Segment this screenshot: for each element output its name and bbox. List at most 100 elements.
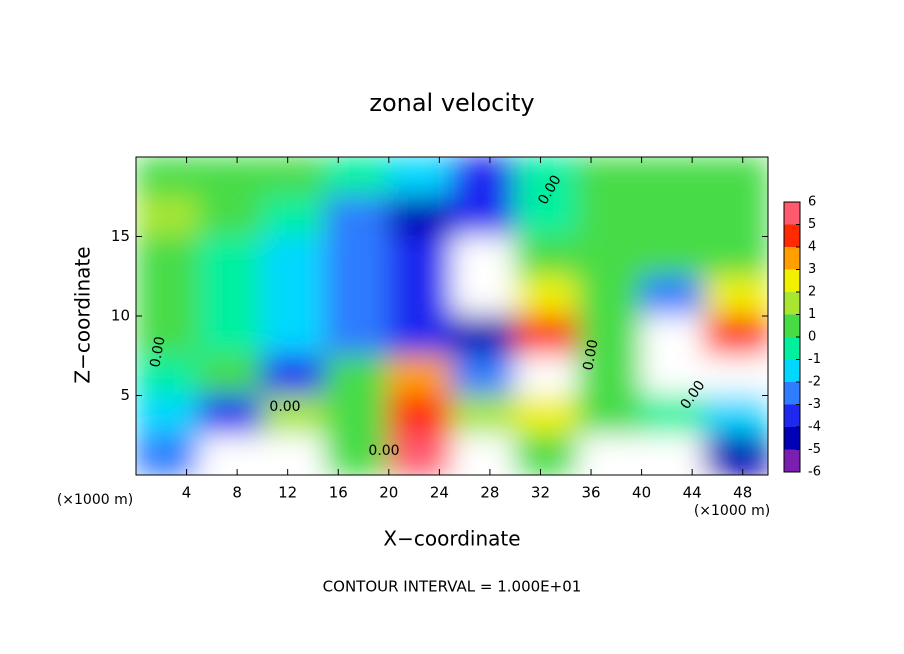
field-cell [198, 195, 264, 238]
field-cell [577, 275, 643, 317]
field [136, 157, 768, 475]
y-tick-label: 5 [120, 386, 130, 404]
colorbar-tick-label: -6 [808, 465, 821, 480]
field-cell [324, 394, 390, 437]
colorbar-tick-label: -1 [808, 352, 821, 367]
y-tick-label: 15 [111, 227, 130, 245]
field-cell [451, 394, 517, 437]
field-cell [640, 195, 706, 238]
field-cell [703, 354, 768, 397]
field-cell [136, 354, 201, 397]
field-cell [261, 235, 327, 278]
field-cell [198, 235, 264, 278]
field-cell [261, 195, 327, 238]
field-cell [198, 157, 264, 198]
field-cell [136, 195, 201, 238]
field-cell [514, 394, 580, 437]
chart-title: zonal velocity [369, 89, 534, 117]
field-cell [703, 434, 768, 475]
footer: CONTOUR INTERVAL = 1.000E+01 [323, 578, 582, 596]
contour-label: 0.00 [368, 443, 399, 459]
colorbar-tick-label: -4 [808, 420, 821, 435]
colorbar-swatch [784, 314, 800, 337]
colorbar-tick-label: 1 [808, 307, 816, 322]
field-cell [514, 354, 580, 397]
contour-label: 0.00 [269, 399, 300, 415]
field-cell [451, 434, 517, 475]
field-cell [640, 275, 706, 317]
colorbar-tick-label: 0 [808, 330, 816, 345]
field-cell [387, 394, 453, 437]
field-cell [577, 157, 643, 198]
field-cell [387, 275, 453, 317]
y-axis-label: Z−coordinate [71, 246, 95, 383]
colorbar-swatch [784, 224, 800, 247]
field-cell [514, 315, 580, 357]
colorbar-tick-label: 3 [808, 262, 816, 277]
field-cell [261, 315, 327, 357]
colorbar-tick-label: -3 [808, 397, 821, 412]
field-cell [136, 275, 201, 317]
field-cell [514, 275, 580, 317]
colorbar-swatch [784, 427, 800, 450]
field-cell [261, 434, 327, 475]
field-cell [703, 235, 768, 278]
field-cell [198, 275, 264, 317]
field-cell [577, 394, 643, 437]
field-cell [640, 315, 706, 357]
field-cell [640, 434, 706, 475]
colorbar-swatch [784, 404, 800, 427]
x-tick-label: 16 [329, 484, 348, 502]
colorbar-swatch [784, 337, 800, 360]
field-cell [514, 157, 580, 198]
x-axis-label: X−coordinate [383, 527, 520, 551]
field-cell [703, 275, 768, 317]
colorbar-swatch [784, 449, 800, 472]
field-cell [577, 195, 643, 238]
field-cell [387, 235, 453, 278]
x-unit-label: (×1000 m) [57, 492, 133, 508]
field-cell [387, 315, 453, 357]
colorbar-swatch [784, 247, 800, 270]
colorbar-swatch [784, 382, 800, 405]
field-cell [136, 434, 201, 475]
field-cell [577, 315, 643, 357]
field-cell [198, 394, 264, 437]
field-cell [451, 315, 517, 357]
field-cell [136, 315, 201, 357]
field-cell [324, 354, 390, 397]
field-cell [261, 394, 327, 437]
field-cell [198, 354, 264, 397]
field-cell [261, 157, 327, 198]
x-tick-label: 44 [683, 484, 702, 502]
colorbar-tick-label: 6 [808, 195, 816, 210]
field-cell [640, 354, 706, 397]
field-cell [261, 354, 327, 397]
x-unit-label: (×1000 m) [694, 503, 770, 519]
field-cell [577, 434, 643, 475]
colorbar-tick-label: 2 [808, 285, 816, 300]
colorbar-swatch [784, 359, 800, 382]
field-cell [451, 195, 517, 238]
field-cell [324, 195, 390, 238]
field-cell [387, 354, 453, 397]
field-cell [577, 235, 643, 278]
field-cell [451, 354, 517, 397]
field-cell [577, 354, 643, 397]
field-cell [640, 157, 706, 198]
x-tick-label: 48 [733, 484, 752, 502]
field-cell [703, 315, 768, 357]
field-cell [136, 235, 201, 278]
colorbar-tick-label: 5 [808, 217, 816, 232]
x-tick-label: 28 [480, 484, 499, 502]
colorbar-swatch [784, 202, 800, 225]
contour-label: 0.00 [147, 335, 168, 368]
field-cell [514, 195, 580, 238]
field-cell [324, 315, 390, 357]
field-cell [198, 434, 264, 475]
field-cell [640, 235, 706, 278]
field-cell [703, 394, 768, 437]
x-tick-label: 4 [182, 484, 192, 502]
x-tick-label: 12 [278, 484, 297, 502]
